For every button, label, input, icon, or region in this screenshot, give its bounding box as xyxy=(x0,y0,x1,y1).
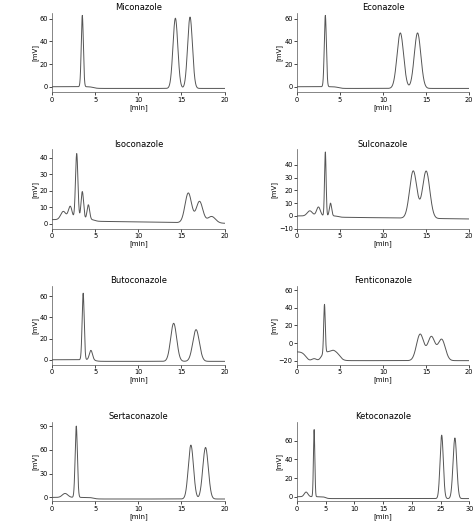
Title: Fenticonazole: Fenticonazole xyxy=(354,276,412,285)
X-axis label: [min]: [min] xyxy=(129,104,148,111)
Title: Ketoconazole: Ketoconazole xyxy=(355,412,411,422)
Title: Sulconazole: Sulconazole xyxy=(358,140,408,149)
Title: Butoconazole: Butoconazole xyxy=(110,276,167,285)
Y-axis label: [mV]: [mV] xyxy=(276,453,283,470)
X-axis label: [min]: [min] xyxy=(374,376,392,383)
Y-axis label: [mV]: [mV] xyxy=(31,453,38,470)
X-axis label: [min]: [min] xyxy=(374,240,392,247)
X-axis label: [min]: [min] xyxy=(374,104,392,111)
Y-axis label: [mV]: [mV] xyxy=(31,317,38,334)
X-axis label: [min]: [min] xyxy=(129,240,148,247)
X-axis label: [min]: [min] xyxy=(374,513,392,520)
Title: Sertaconazole: Sertaconazole xyxy=(109,412,168,422)
Y-axis label: [mV]: [mV] xyxy=(276,44,283,61)
Title: Econazole: Econazole xyxy=(362,3,404,13)
Y-axis label: [mV]: [mV] xyxy=(271,317,277,334)
Y-axis label: [mV]: [mV] xyxy=(31,181,38,197)
Y-axis label: [mV]: [mV] xyxy=(31,44,38,61)
Y-axis label: [mV]: [mV] xyxy=(271,181,277,197)
X-axis label: [min]: [min] xyxy=(129,376,148,383)
Title: Isoconazole: Isoconazole xyxy=(114,140,163,149)
Title: Miconazole: Miconazole xyxy=(115,3,162,13)
X-axis label: [min]: [min] xyxy=(129,513,148,520)
